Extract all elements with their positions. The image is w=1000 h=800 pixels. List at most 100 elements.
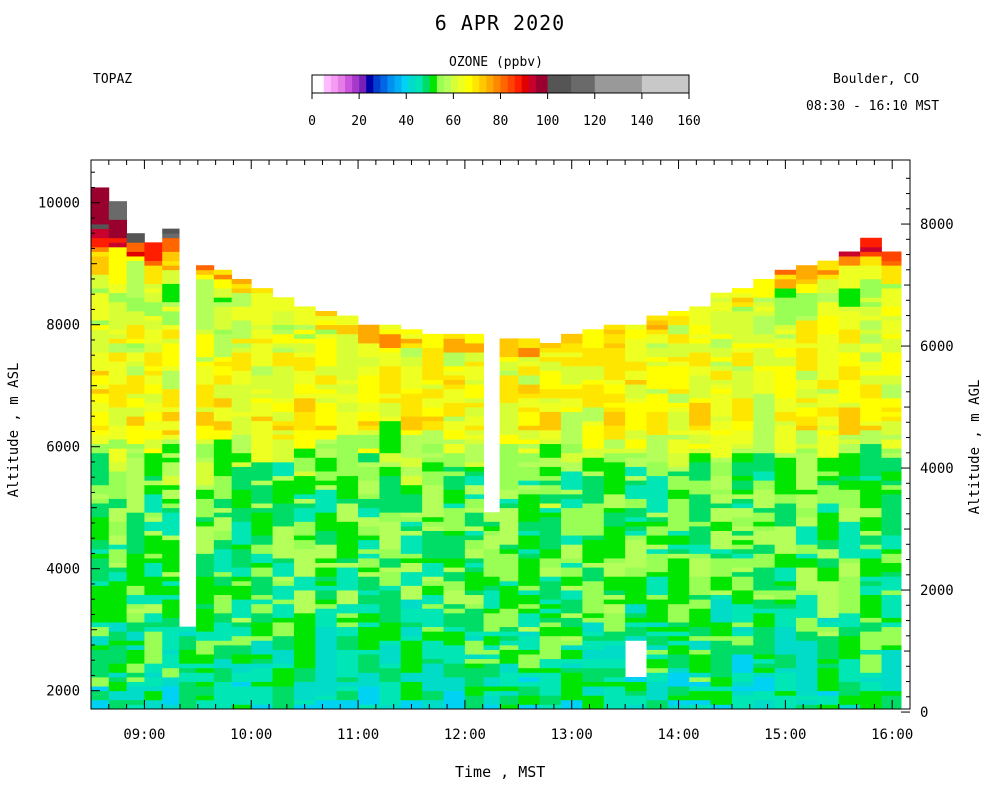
heatmap-cell	[796, 503, 818, 509]
heatmap-cell	[731, 544, 754, 550]
heatmap-cell	[499, 544, 519, 550]
heatmap-cell	[336, 343, 359, 348]
heatmap-cell	[400, 539, 423, 545]
heatmap-cell	[422, 411, 444, 417]
heatmap-cell	[358, 594, 380, 600]
heatmap-cell	[162, 315, 180, 321]
heatmap-cell	[582, 548, 605, 554]
heatmap-cell	[231, 393, 252, 399]
heatmap-cell	[881, 361, 902, 367]
x-tick-label: 09:00	[123, 727, 165, 743]
heatmap-cell	[336, 553, 359, 559]
heatmap-cell	[336, 603, 359, 609]
heatmap-cell	[582, 690, 605, 696]
colorbar-bin	[380, 75, 388, 93]
heatmap-cell	[539, 484, 562, 490]
heatmap-cell	[731, 640, 754, 646]
heatmap-cell	[422, 626, 444, 632]
heatmap-cell	[144, 590, 163, 596]
heatmap-cell	[646, 590, 669, 596]
heatmap-cell	[464, 526, 484, 531]
heatmap-cell	[196, 416, 215, 422]
heatmap-cell	[817, 699, 840, 705]
heatmap-cell	[162, 704, 180, 710]
heatmap-cell	[881, 466, 902, 472]
heatmap-cell	[272, 388, 295, 394]
heatmap-cell	[603, 594, 626, 600]
heatmap-cell	[358, 612, 380, 618]
heatmap-cell	[464, 571, 484, 577]
heatmap-cell	[603, 411, 626, 417]
heatmap-cell	[796, 654, 818, 660]
heatmap-cell	[196, 585, 215, 591]
heatmap-cell	[603, 617, 626, 623]
heatmap-cell	[483, 553, 501, 559]
heatmap-cell	[162, 576, 180, 582]
heatmap-cell	[443, 333, 466, 339]
heatmap-cell	[162, 288, 180, 294]
heatmap-cell	[860, 283, 882, 289]
heatmap-cell	[400, 356, 423, 362]
heatmap-cell	[796, 283, 818, 289]
heatmap-cell	[336, 333, 359, 339]
heatmap-cell	[293, 516, 316, 522]
heatmap-cell	[196, 329, 215, 335]
heatmap-cell	[518, 612, 541, 618]
heatmap-cell	[561, 512, 583, 518]
heatmap-cell	[108, 548, 128, 554]
heatmap-cell	[838, 297, 861, 303]
heatmap-cell	[464, 375, 484, 380]
heatmap-cell	[162, 242, 180, 248]
heatmap-cell	[689, 333, 711, 339]
heatmap-cell	[464, 631, 484, 637]
heatmap-cell	[464, 544, 484, 550]
heatmap-cell	[91, 516, 110, 522]
colorbar-bin	[359, 75, 367, 93]
heatmap-cell	[838, 443, 861, 449]
heatmap-cell	[539, 388, 562, 394]
heatmap-cell	[710, 507, 733, 513]
heatmap-cell	[603, 324, 626, 330]
heatmap-cell	[315, 576, 338, 582]
heatmap-cell	[625, 475, 647, 481]
heatmap-cell	[336, 384, 359, 390]
heatmap-cell	[561, 530, 583, 536]
heatmap-cell	[561, 590, 583, 596]
heatmap-cell	[774, 443, 797, 449]
heatmap-cell	[144, 649, 163, 655]
heatmap-cell	[196, 315, 215, 321]
heatmap-cell	[817, 553, 840, 559]
heatmap-cell	[667, 315, 690, 321]
heatmap-cell	[603, 471, 626, 477]
heatmap-cell	[860, 507, 882, 513]
heatmap-cell	[464, 365, 484, 371]
heatmap-cell	[518, 480, 541, 486]
heatmap-cell	[422, 461, 444, 467]
heatmap-cell	[625, 365, 647, 371]
heatmap-cell	[108, 690, 128, 696]
heatmap-cell	[625, 352, 647, 358]
heatmap-cell	[144, 608, 163, 614]
heatmap-cell	[231, 315, 252, 321]
heatmap-cell	[196, 429, 215, 435]
heatmap-cell	[483, 535, 501, 541]
heatmap-cell	[499, 521, 519, 527]
heatmap-cell	[144, 411, 163, 417]
heatmap-cell	[293, 352, 316, 358]
heatmap-cell	[689, 535, 711, 541]
heatmap-cell	[464, 704, 484, 710]
heatmap-cell	[838, 379, 861, 385]
heatmap-cell	[731, 443, 754, 449]
heatmap-cell	[108, 407, 128, 413]
heatmap-cell	[179, 686, 197, 692]
heatmap-cell	[231, 686, 252, 692]
heatmap-cell	[91, 352, 110, 358]
heatmap-cell	[443, 676, 466, 682]
heatmap-cell	[464, 448, 484, 454]
heatmap-cell	[796, 558, 818, 563]
heatmap-cell	[582, 585, 605, 591]
heatmap-cell	[774, 539, 797, 545]
heatmap-cell	[753, 617, 776, 623]
heatmap-cell	[860, 484, 882, 490]
